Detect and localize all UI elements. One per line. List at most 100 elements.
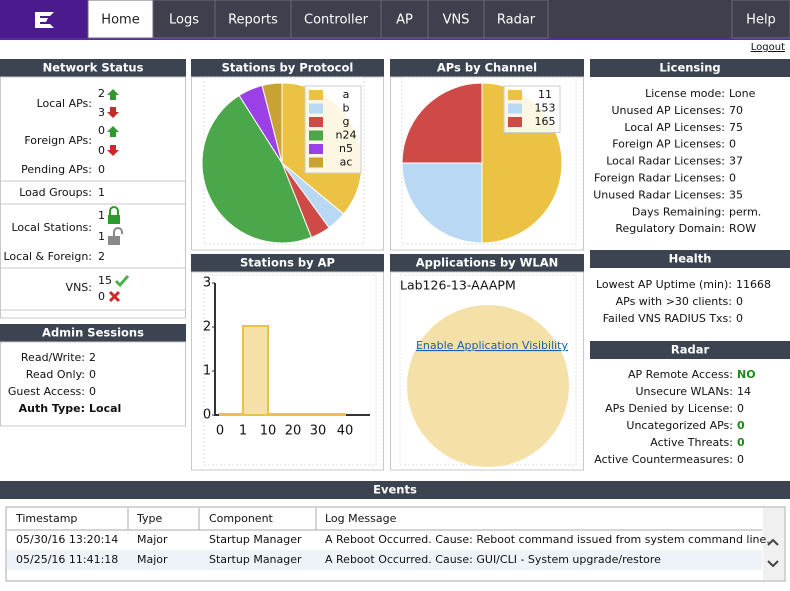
row-label: Days Remaining:	[632, 205, 725, 218]
event-cell: Major	[137, 553, 168, 566]
column-header: Log Message	[325, 512, 397, 525]
x-tick-label: 0	[216, 424, 224, 439]
status-value: 0	[98, 144, 105, 157]
panel-header	[0, 59, 186, 77]
row-value: 0	[737, 419, 745, 432]
nav-tab[interactable]	[731, 0, 790, 39]
panel-header	[390, 254, 584, 272]
row-label: Unused Radar Licenses:	[593, 188, 725, 201]
row-label: Local Radar Licenses:	[606, 155, 725, 168]
panel-header	[590, 250, 790, 268]
panel-box	[191, 76, 384, 251]
column-header: Timestamp	[15, 512, 77, 525]
nav-tab[interactable]	[87, 0, 154, 39]
pie-slice	[401, 82, 483, 164]
nav-tab[interactable]	[152, 0, 216, 39]
row-value: 35	[729, 188, 743, 201]
row-label: Active Threats:	[650, 436, 733, 449]
row-label: Uncategorized APs:	[626, 419, 733, 432]
chart-frame	[401, 76, 577, 245]
panel-box	[390, 271, 584, 471]
panel-header	[590, 59, 790, 77]
x-tick-label: 40	[337, 424, 354, 439]
panel-title: APs by Channel	[437, 61, 537, 75]
panel-header	[0, 324, 186, 342]
row-value: Lone	[729, 87, 756, 100]
panel-title: Stations by AP	[240, 256, 335, 270]
event-cell: 05/25/16 11:41:18	[16, 553, 118, 566]
legend-label: g	[343, 115, 350, 128]
scroll-down[interactable]	[767, 560, 779, 568]
row-value: 0	[737, 402, 744, 415]
status-value: 0	[98, 124, 105, 137]
x-tick-label: 1	[239, 424, 247, 439]
row-label: Guest Access:	[8, 385, 85, 398]
row-value: 0	[729, 138, 736, 151]
nav-tab[interactable]	[483, 0, 549, 39]
legend-label: ac	[340, 156, 353, 169]
nav-tab[interactable]	[427, 0, 485, 39]
event-cell: Startup Manager	[209, 533, 302, 546]
status-label: Pending APs:	[21, 163, 92, 176]
nav-tab-label: AP	[396, 13, 413, 28]
status-label: Local & Foreign:	[3, 250, 92, 263]
row-value: 2	[89, 351, 96, 364]
status-value: 3	[98, 106, 105, 119]
row-value: 11668	[736, 278, 771, 291]
row-value: Local	[89, 402, 121, 415]
legend-swatch	[508, 117, 522, 127]
scroll-up[interactable]	[767, 538, 779, 546]
nav-tab-label: VNS	[443, 13, 470, 28]
up-arrow	[107, 126, 119, 137]
legend-swatch	[309, 130, 323, 141]
row-value: 0	[89, 368, 96, 381]
column-header: Type	[136, 512, 162, 525]
legend-label: n5	[339, 142, 353, 155]
y-tick-label: 3	[203, 276, 211, 291]
nav-tab-label: Reports	[228, 13, 278, 28]
lock-icon	[108, 215, 120, 224]
status-value: 2	[98, 250, 105, 263]
row-label: APs Denied by License:	[605, 402, 733, 415]
y-tick-label: 1	[203, 364, 211, 379]
down-arrow	[107, 145, 119, 156]
wlan-name: Lab126-13-AAAPM	[400, 278, 516, 293]
pie-slice	[201, 94, 313, 244]
status-label: Load Groups:	[19, 186, 92, 199]
status-value: 1	[98, 230, 105, 243]
chart-frame	[203, 274, 377, 466]
wlan-circle	[407, 305, 569, 467]
panel-header	[0, 481, 790, 499]
row-value: 0	[736, 312, 743, 325]
nav-tab[interactable]	[214, 0, 292, 39]
row-label: License mode:	[645, 87, 725, 100]
row-label: AP Remote Access:	[628, 368, 733, 381]
bar	[219, 413, 244, 416]
bar	[242, 325, 269, 416]
pie-slice	[401, 162, 483, 244]
logout-link[interactable]: Logout	[751, 42, 785, 53]
legend-swatch	[309, 157, 323, 168]
panel-title: Applications by WLAN	[416, 256, 558, 270]
row-label: Failed VNS RADIUS Txs:	[603, 312, 732, 325]
row-value: 70	[729, 104, 743, 117]
nav-underline	[0, 38, 790, 40]
bar	[292, 413, 319, 416]
y-tick-label: 0	[203, 408, 211, 423]
up-arrow	[107, 89, 119, 100]
nav-tab[interactable]	[290, 0, 382, 39]
panel-title: Admin Sessions	[42, 326, 144, 340]
nav-tab[interactable]	[380, 0, 429, 39]
nav-help: Help	[746, 13, 776, 28]
event-cell: A Reboot Occurred. Cause: GUI/CLI - Syst…	[325, 553, 661, 566]
app-visibility-link[interactable]: Enable Application Visibility	[416, 339, 569, 352]
unlock-icon	[108, 236, 120, 245]
panel-box	[0, 341, 186, 427]
panel-header	[191, 59, 384, 77]
row-label: Lowest AP Uptime (min):	[596, 278, 732, 291]
unlock-shackle	[113, 227, 123, 236]
nav-tab-label: Home	[101, 13, 139, 28]
panel-title: Health	[669, 252, 712, 266]
